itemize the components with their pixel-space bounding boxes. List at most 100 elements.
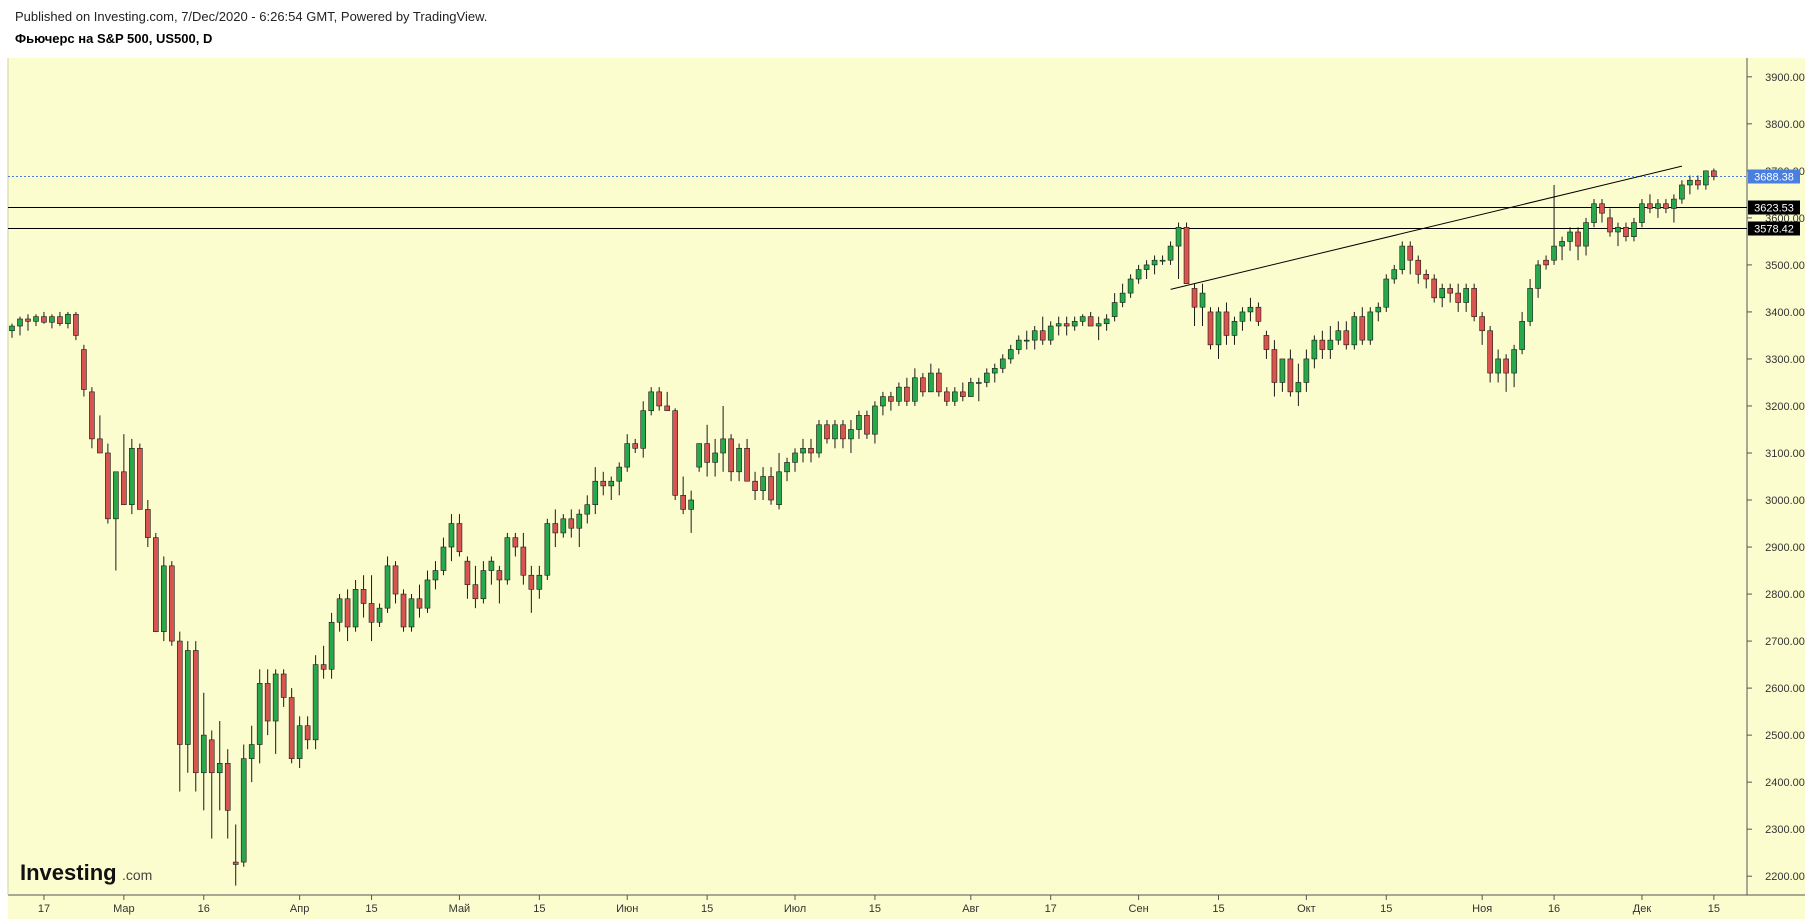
candle-body <box>1015 339 1022 350</box>
level-price-tag <box>1748 200 1800 215</box>
candle-body <box>320 664 327 670</box>
candle-body <box>1207 311 1214 346</box>
candle-body <box>280 673 287 698</box>
candle-body <box>480 570 487 600</box>
candle-body <box>824 424 830 440</box>
y-tick-label: 3900.00 <box>1765 72 1805 84</box>
x-tick-label: 17 <box>38 903 50 915</box>
candle-body <box>632 443 639 449</box>
candle-body <box>25 318 31 322</box>
candle-body <box>1463 288 1469 303</box>
candle-body <box>672 410 678 496</box>
published-note: Published on Investing.com, 7/Dec/2020 -… <box>15 9 488 24</box>
candle-body <box>840 424 846 440</box>
candle-body <box>49 316 55 323</box>
candle-body <box>288 697 295 759</box>
candle-body <box>240 758 247 863</box>
candle-body <box>65 313 71 324</box>
candle-body <box>1151 259 1158 266</box>
candle-body <box>1287 358 1294 393</box>
candle-body <box>880 396 886 407</box>
candle-body <box>1319 339 1326 350</box>
candle-body <box>1559 241 1565 247</box>
candle-body <box>1591 203 1597 223</box>
candle-body <box>153 537 159 632</box>
candle-body <box>1551 245 1557 261</box>
x-tick-label: Ноя <box>1472 903 1492 915</box>
candle-body <box>720 438 726 454</box>
candle-body <box>1511 349 1517 374</box>
candle-body <box>1527 288 1533 322</box>
candle-body <box>1047 325 1054 341</box>
candle-body <box>1543 259 1549 266</box>
x-tick-label: Апр <box>290 903 309 915</box>
candle-body <box>192 650 199 774</box>
candle-body <box>1079 316 1086 322</box>
candle-body <box>1407 245 1414 261</box>
candle-body <box>1535 264 1541 289</box>
candle-body <box>1423 274 1430 280</box>
x-tick-label: 15 <box>1708 903 1720 915</box>
candle-body <box>1607 217 1613 233</box>
candle-body <box>1679 184 1685 200</box>
candle-body <box>744 447 750 482</box>
trendline[interactable] <box>1170 165 1683 290</box>
chart-header: Published on Investing.com, 7/Dec/2020 -… <box>15 8 487 48</box>
candle-body <box>1351 316 1358 346</box>
investing-watermark-suffix: .com <box>122 867 152 883</box>
candle-body <box>296 725 303 759</box>
candle-body <box>1223 311 1230 336</box>
candle-body <box>960 391 966 397</box>
candle-body <box>512 537 519 548</box>
candle-body <box>760 476 766 491</box>
candle-body <box>312 664 319 741</box>
candle-body <box>792 452 798 463</box>
candle-body <box>576 513 583 529</box>
candle-body <box>656 391 662 407</box>
y-tick-label: 3400.00 <box>1765 307 1805 319</box>
symbol-title: Фьючерс на S&P 500, US500, D <box>15 31 213 46</box>
candle-body <box>184 650 191 745</box>
last-price-tag <box>1748 169 1800 184</box>
candle-body <box>1175 226 1182 247</box>
y-tick-label: 3000.00 <box>1765 495 1805 507</box>
candle-body <box>832 424 838 440</box>
candle-body <box>1391 269 1398 280</box>
candle-body <box>97 438 103 454</box>
candle-body <box>408 598 415 628</box>
candle-body <box>1143 264 1150 270</box>
candle-body <box>912 377 918 402</box>
candle-body <box>1359 316 1366 341</box>
last-price-label: 3688.38 <box>1754 172 1794 184</box>
candle-body <box>1487 330 1493 374</box>
plot-area <box>8 58 1747 895</box>
candle-body <box>704 443 710 463</box>
candle-body <box>33 316 39 322</box>
candle-body <box>1495 358 1501 374</box>
candle-body <box>1503 358 1509 374</box>
candle-body <box>520 546 527 576</box>
candle-body <box>504 537 511 581</box>
candle-body <box>304 725 311 741</box>
candle-body <box>536 574 543 590</box>
candle-body <box>752 480 758 491</box>
candle-body <box>1399 245 1406 270</box>
level-price-label: 3578.42 <box>1754 224 1794 236</box>
candle-body <box>400 593 407 628</box>
y-tick-label: 2600.00 <box>1765 683 1805 695</box>
x-tick-label: 15 <box>869 903 881 915</box>
candle-body <box>1671 198 1677 209</box>
y-tick-label: 2200.00 <box>1765 871 1805 883</box>
candle-body <box>688 499 694 510</box>
candle-body <box>1583 222 1589 247</box>
candle-body <box>129 447 135 506</box>
candle-body <box>105 452 111 520</box>
candle-body <box>448 523 455 548</box>
x-tick-label: 15 <box>701 903 713 915</box>
candle-body <box>1327 339 1334 350</box>
candle-body <box>776 471 782 506</box>
candle-body <box>137 447 143 510</box>
candle-body <box>888 396 894 402</box>
candle-body <box>784 462 790 473</box>
